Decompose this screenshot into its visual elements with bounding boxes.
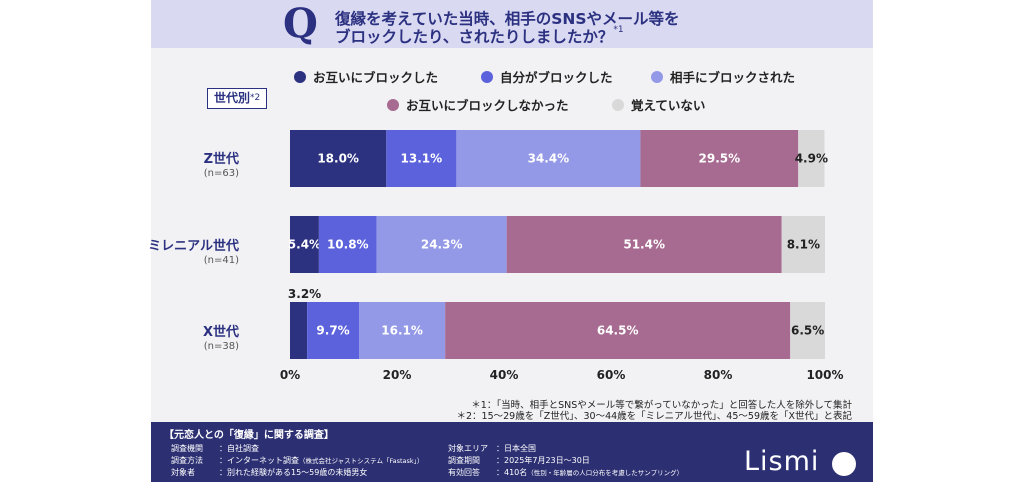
- info-value: ：2025年7月23日〜30日: [496, 456, 590, 465]
- bar-segment: [318, 216, 377, 273]
- bar-value-label: 13.1%: [401, 152, 443, 166]
- bar-value-label: 24.3%: [421, 238, 463, 252]
- row-category: X世代: [202, 325, 239, 340]
- bar-segment: [445, 302, 791, 359]
- bar-value-label: 8.1%: [787, 238, 820, 252]
- x-tick-label: 0%: [280, 368, 300, 382]
- row-sample-size: (n=38): [203, 341, 239, 352]
- info-value-small: （株式会社ジャストシステム「Fastask」）: [299, 457, 424, 465]
- info-value: ：410名: [496, 468, 528, 477]
- survey-info-responses: 有効回答 ：410名（性別・年齢層の人口分布を考慮したサンプリング）: [448, 467, 683, 478]
- bar-value-label: 34.4%: [528, 152, 570, 166]
- x-tick-label: 100%: [806, 368, 843, 382]
- bar-value-label: 6.5%: [791, 324, 824, 338]
- survey-info-method: 調査方法 ：インターネット調査（株式会社ジャストシステム「Fastask」）: [171, 455, 423, 466]
- generation-label-box: 世代別*2: [207, 88, 268, 109]
- legend-item-no-block: お互いにブロックしなかった: [387, 95, 569, 114]
- footnote-1: ＊1：「当時、相手とSNSやメール等で繋がっていなかった」と回答した人を除外して…: [471, 400, 852, 411]
- row-category: ミレニアル世代: [148, 239, 239, 254]
- row-label-z: Z世代 (n=63): [204, 148, 239, 179]
- info-key: 調査期間: [448, 456, 480, 465]
- survey-info-period: 調査期間 ：2025年7月23日〜30日: [448, 455, 590, 466]
- bar-value-label: 9.7%: [316, 324, 349, 338]
- bar-segment: [506, 216, 782, 273]
- info-value-small: （性別・年齢層の人口分布を考慮したサンプリング）: [527, 469, 684, 477]
- generation-label: 世代別: [214, 91, 251, 105]
- legend-item-self-block: 自分がブロックした: [481, 67, 613, 86]
- question-header: [151, 0, 873, 48]
- x-tick-label: 80%: [704, 368, 733, 382]
- survey-info-area: 対象エリア ：日本全国: [448, 443, 536, 454]
- bar-segment: [781, 216, 825, 273]
- bar-segment: [790, 302, 825, 359]
- legend-item-mutual-block: お互いにブロックした: [294, 67, 438, 86]
- question-title-line2: ブロックしたり、されたりしましたか？*1: [335, 25, 624, 47]
- survey-footer: [151, 422, 873, 482]
- info-key: 有効回答: [448, 468, 480, 477]
- survey-info-org: 調査機関 ：自社調査: [171, 443, 259, 454]
- legend-dot-icon: [481, 70, 493, 83]
- legend-dot-icon: [387, 98, 399, 111]
- survey-info-target: 対象者 ：別れた経験がある15〜59歳の未婚男女: [171, 467, 367, 478]
- bar-segment: [798, 130, 825, 187]
- legend-item-blocked-by-partner: 相手にブロックされた: [651, 67, 795, 86]
- info-key: 対象者: [171, 468, 195, 477]
- info-value: ：自社調査: [219, 444, 259, 453]
- legend-label: お互いにブロックしなかった: [406, 98, 569, 113]
- legend-label: 覚えていない: [631, 98, 706, 113]
- legend-label: 自分がブロックした: [500, 70, 613, 85]
- row-label-millennial: ミレニアル世代 (n=41): [148, 235, 239, 266]
- bar-value-label: 3.2%: [288, 287, 321, 301]
- info-value: ：別れた経験がある15〜59歳の未婚男女: [219, 468, 368, 477]
- bar-segment: [640, 130, 799, 187]
- bar-segment: [307, 302, 360, 359]
- info-key: 対象エリア: [448, 444, 488, 453]
- bar-value-label: 64.5%: [597, 324, 639, 338]
- bar-value-label: 51.4%: [623, 238, 665, 252]
- legend-dot-icon: [294, 70, 306, 83]
- question-title-line1: 復縁を考えていた当時、相手のSNSやメール等を: [335, 10, 680, 28]
- bar-value-label: 16.1%: [381, 324, 423, 338]
- bar-segment: [290, 130, 387, 187]
- bar-segment: [386, 130, 457, 187]
- legend-dot-icon: [612, 98, 624, 111]
- x-tick-label: 20%: [383, 368, 412, 382]
- bar-value-label: 10.8%: [327, 238, 369, 252]
- q-mark-icon: Q: [283, 0, 318, 47]
- footnote-2: ＊2：15〜29歳を「Z世代」、30〜44歳を「ミレニアル世代」、45〜59歳を…: [456, 411, 853, 422]
- bar-segment: [456, 130, 641, 187]
- legend-label: 相手にブロックされた: [670, 70, 796, 85]
- legend-dot-icon: [651, 70, 663, 83]
- row-label-x: X世代 (n=38): [203, 321, 239, 352]
- bar-segment: [376, 216, 507, 273]
- mascot-icon: [832, 452, 856, 476]
- info-key: 調査機関: [171, 444, 203, 453]
- bar-segment: [290, 302, 308, 359]
- row-sample-size: (n=63): [203, 168, 239, 179]
- bar-segment: [290, 216, 319, 273]
- row-category: Z世代: [203, 152, 239, 167]
- x-tick-label: 60%: [597, 368, 626, 382]
- survey-title: 【元恋人との「復縁」に関する調査】: [164, 430, 334, 441]
- question-title-note: *1: [613, 25, 624, 35]
- info-value: ：日本全国: [496, 444, 536, 453]
- info-value: ：インターネット調査: [219, 456, 299, 465]
- legend-label: お互いにブロックした: [313, 70, 439, 85]
- lismi-logo: Lismi: [744, 446, 820, 477]
- bar-segment: [359, 302, 446, 359]
- generation-label-note: *2: [250, 93, 261, 103]
- row-sample-size: (n=41): [203, 255, 239, 266]
- bar-value-label: 29.5%: [699, 152, 741, 166]
- bar-value-label: 5.4%: [288, 238, 321, 252]
- legend-item-dont-remember: 覚えていない: [612, 95, 705, 114]
- info-key: 調査方法: [171, 456, 203, 465]
- x-tick-label: 40%: [490, 368, 519, 382]
- bar-value-label: 18.0%: [317, 152, 359, 166]
- question-title-line2-text: ブロックしたり、されたりしましたか？: [335, 28, 614, 46]
- bar-value-label: 4.9%: [795, 152, 828, 166]
